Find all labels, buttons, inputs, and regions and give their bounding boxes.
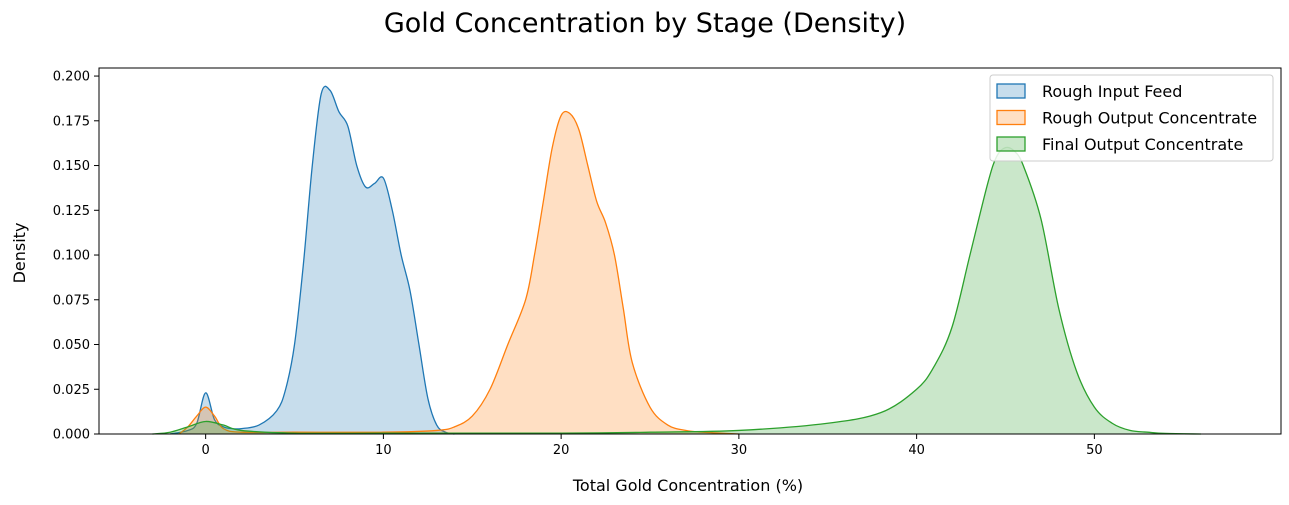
x-tick-label: 10 xyxy=(375,443,392,458)
x-tick-label: 30 xyxy=(731,443,748,458)
y-axis-label: Density xyxy=(10,223,29,284)
y-tick-label: 0.025 xyxy=(53,383,90,398)
y-tick-label: 0.200 xyxy=(53,70,90,85)
y-tick-label: 0.100 xyxy=(53,249,90,264)
series-area-3 xyxy=(152,147,1202,434)
x-tick-label: 0 xyxy=(202,443,210,458)
chart-title: Gold Concentration by Stage (Density) xyxy=(384,8,906,39)
legend-label: Rough Input Feed xyxy=(1042,82,1182,101)
series-area-1 xyxy=(170,86,455,434)
legend-label: Rough Output Concentrate xyxy=(1042,109,1257,128)
y-tick-label: 0.150 xyxy=(53,159,90,174)
legend-swatch xyxy=(996,136,1026,152)
legend-box xyxy=(989,74,1274,162)
x-axis-label: Total Gold Concentration (%) xyxy=(572,476,803,495)
y-tick-label: 0.175 xyxy=(53,114,90,129)
axes-layer: 0 10 20 30 40 50 0.000 0.025 0.050 0.075 0.100 0.12… xyxy=(53,67,1282,458)
plot-frame xyxy=(98,67,1282,435)
series-line-1 xyxy=(169,85,455,435)
series-layer xyxy=(152,85,1202,435)
y-tick-label: 0.050 xyxy=(53,338,90,353)
series-line-2 xyxy=(178,110,739,435)
x-tick-label: 50 xyxy=(1086,443,1103,458)
legend-swatch xyxy=(996,83,1026,99)
legend-label: Final Output Concentrate xyxy=(1042,135,1243,154)
legend-swatch xyxy=(996,109,1026,126)
y-tick-label: 0.075 xyxy=(53,293,90,308)
y-tick-label: 0.125 xyxy=(53,204,90,219)
legend: Rough Input Feed Rough Output Concentrate… xyxy=(989,74,1274,162)
series-line-3 xyxy=(152,146,1202,435)
y-tick-label: 0.000 xyxy=(53,428,90,443)
x-tick-label: 20 xyxy=(553,443,570,458)
series-area-2 xyxy=(178,111,739,435)
x-tick-label: 40 xyxy=(908,443,925,458)
